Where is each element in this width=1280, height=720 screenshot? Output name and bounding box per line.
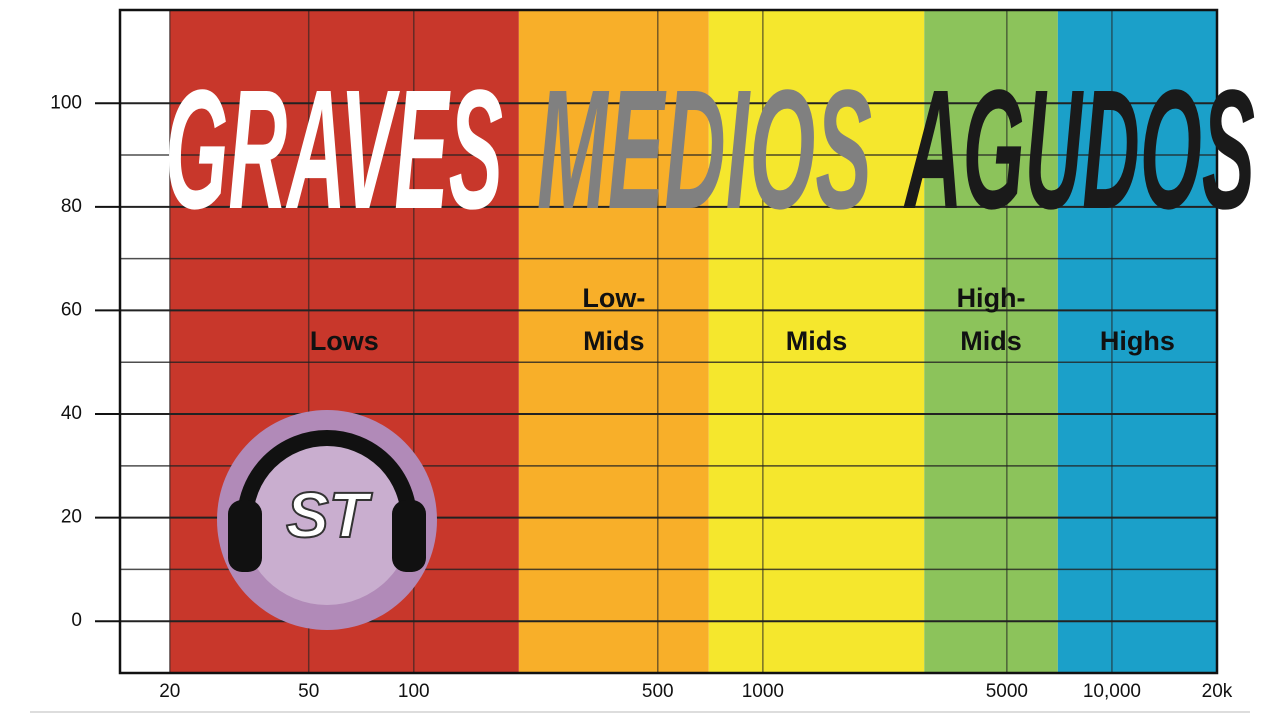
band-label: Mids bbox=[583, 326, 645, 356]
x-tick-label: 50 bbox=[298, 681, 319, 702]
headphone-left bbox=[228, 500, 262, 572]
x-tick-label: 20k bbox=[1202, 681, 1233, 702]
x-tick-label: 5000 bbox=[986, 681, 1028, 702]
y-tick-label: 80 bbox=[61, 196, 82, 217]
y-tick-label: 40 bbox=[61, 403, 82, 424]
heading: AGUDOS bbox=[903, 55, 1255, 245]
band-label: Mids bbox=[786, 326, 848, 356]
logo: ST bbox=[217, 410, 437, 630]
band-label: Highs bbox=[1100, 326, 1175, 356]
band bbox=[708, 10, 925, 673]
y-tick-label: 0 bbox=[71, 610, 82, 631]
y-tick-label: 20 bbox=[61, 507, 82, 528]
plot-area: 0 20 40 60 80 100 20 50 100 500 1000 5000 10,000 20k L… bbox=[50, 8, 1255, 702]
headphone-right bbox=[392, 500, 426, 572]
headphone-band bbox=[237, 430, 417, 521]
band-label: Mids bbox=[960, 326, 1022, 356]
plot-frame bbox=[118, 8, 1219, 675]
x-tick-label: 10,000 bbox=[1083, 681, 1141, 702]
band-label: High- bbox=[957, 283, 1026, 313]
logo-text: ST bbox=[286, 479, 373, 551]
y-tick-label: 60 bbox=[61, 299, 82, 320]
logo-glow bbox=[242, 435, 412, 605]
band bbox=[518, 10, 709, 673]
band bbox=[924, 10, 1058, 673]
heading: GRAVES bbox=[165, 55, 503, 245]
heading: MEDIOS bbox=[537, 55, 872, 245]
x-tick-label: 100 bbox=[398, 681, 430, 702]
band-label: Lows bbox=[310, 326, 379, 356]
x-tick-label: 1000 bbox=[742, 681, 784, 702]
band bbox=[1057, 10, 1217, 673]
band-label: Low- bbox=[582, 283, 645, 313]
x-tick-label: 500 bbox=[642, 681, 674, 702]
x-tick-label: 20 bbox=[159, 681, 180, 702]
y-tick-label: 100 bbox=[50, 92, 82, 113]
